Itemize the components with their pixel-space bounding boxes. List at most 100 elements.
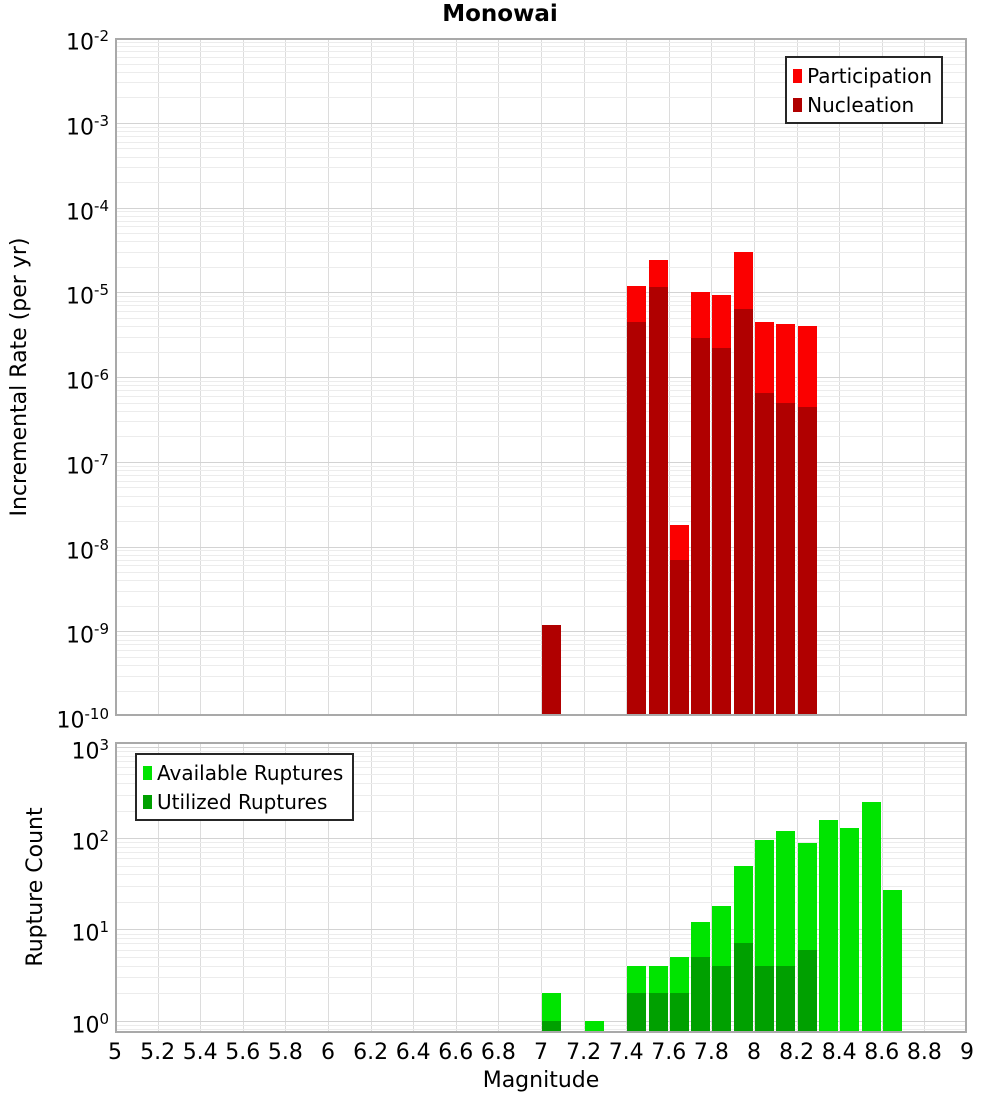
minor-gridline [115,436,967,438]
legend-label: Nucleation [807,92,915,117]
x-tick-label-7.4: 7.4 [608,1040,644,1065]
minor-gridline [115,465,967,467]
minor-gridline [115,949,967,951]
vertical-gridline [583,742,585,1033]
vertical-gridline [881,742,883,1033]
nucleation-bar-8.1 [776,402,796,716]
rate-plot-area: Participation Nucleation [115,38,967,716]
utilized-ruptures-bar-7.9 [733,943,753,1033]
nucleation-bar-8.0 [755,392,774,716]
count-legend: Available Ruptures Utilized Ruptures [135,753,355,821]
utilized-ruptures-bar-7.5 [648,993,668,1033]
minor-gridline [115,317,967,319]
utilized-ruptures-bar-7.4 [627,993,647,1033]
minor-gridline [115,675,967,677]
minor-gridline [115,156,967,158]
minor-gridline [115,233,967,234]
x-tick-label-8.4: 8.4 [821,1040,857,1065]
vertical-gridline [328,742,329,1033]
available-ruptures-bar-8.4 [840,827,860,1033]
legend-label: Available Ruptures [157,760,344,785]
x-tick-label-6.8: 6.8 [480,1040,516,1065]
minor-gridline [115,842,967,844]
y-tick-label-10e-10: 10-10 [56,705,110,734]
minor-gridline [115,226,967,228]
minor-gridline [115,550,967,552]
legend-item-available-ruptures: Available Ruptures [143,758,343,787]
available-ruptures-bar-8.6 [882,889,902,1033]
minor-gridline [115,783,967,785]
count-plot-area: Available Ruptures Utilized Ruptures [115,742,967,1033]
minor-gridline [115,470,967,471]
vertical-gridline [754,742,755,1033]
x-tick-label-5.8: 5.8 [267,1040,303,1065]
x-tick-label-5.2: 5.2 [140,1040,176,1065]
minor-gridline [115,131,967,132]
minor-gridline [115,559,967,561]
minor-gridline [115,402,967,404]
count-gridlines [115,742,967,1033]
vertical-gridline [796,742,798,1033]
y-tick-label-10e-4: 10-4 [66,196,109,225]
nucleation-bar-8.2 [797,407,817,716]
utilized-ruptures-bar-8.2 [797,949,817,1033]
x-tick-label-8.6: 8.6 [864,1040,900,1065]
minor-gridline [115,141,967,143]
x-tick-label-7.2: 7.2 [566,1040,602,1065]
x-tick-label-7.6: 7.6 [651,1040,687,1065]
minor-gridline [115,296,967,298]
minor-gridline [115,495,967,497]
x-tick-label-7.8: 7.8 [693,1040,729,1065]
minor-gridline [115,326,967,327]
legend-item-utilized-ruptures: Utilized Ruptures [143,787,343,816]
minor-gridline [115,767,967,769]
minor-gridline [115,266,967,268]
minor-gridline [115,933,967,935]
nucleation-bar-7.4 [627,321,647,716]
nucleation-bar-7.0 [542,624,561,716]
minor-gridline [115,572,967,573]
rate-legend: Participation Nucleation [785,56,943,124]
minor-gridline [115,305,967,307]
y-tick-label-10e-3: 10-3 [66,111,109,141]
legend-item-participation: Participation [793,61,932,90]
minor-gridline [115,644,967,646]
minor-gridline [115,82,967,84]
decade-gridline [115,838,967,840]
vertical-gridline [626,742,628,1033]
minor-gridline [115,1029,967,1031]
minor-gridline [115,977,967,978]
x-tick-label-5.4: 5.4 [182,1040,218,1065]
utilized-ruptures-bar-7.8 [712,965,732,1033]
minor-gridline [115,71,967,73]
minor-gridline [115,635,967,637]
minor-gridline [115,943,967,945]
utilized-ruptures-bar-7.6 [669,993,689,1033]
x-tick-label-8: 8 [747,1040,761,1065]
vertical-gridline [455,742,457,1033]
decade-gridline [115,207,967,209]
decade-gridline [115,292,967,294]
x-tick-label-5.6: 5.6 [225,1040,261,1065]
chart-title: Monowai [442,1,558,27]
available-ruptures-bar-8.5 [861,801,881,1033]
minor-gridline [115,487,967,489]
vertical-gridline [285,742,287,1033]
minor-gridline [115,506,967,508]
minor-gridline [115,336,967,338]
utilized-ruptures-bar-8.1 [776,965,796,1033]
minor-gridline [115,46,967,48]
vertical-gridline [498,742,500,1033]
minor-gridline [115,300,967,302]
decade-gridline [115,746,967,748]
minor-gridline [115,480,967,482]
y-tick-label-10e-8: 10-8 [66,535,109,564]
minor-gridline [115,167,967,169]
available-ruptures-bar-7.2 [584,1020,604,1033]
minor-gridline [115,810,967,812]
minor-gridline [115,938,967,940]
minor-gridline [115,474,967,476]
minor-gridline [115,521,967,522]
x-tick-label-6: 6 [321,1040,335,1065]
